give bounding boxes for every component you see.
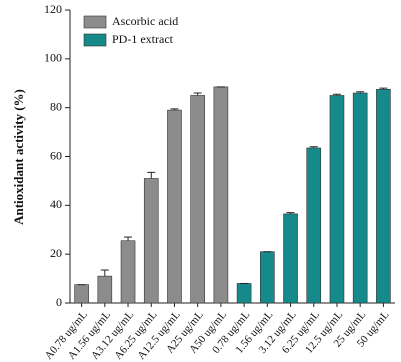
y-tick-label: 40	[50, 197, 62, 211]
error-bar	[309, 146, 318, 148]
y-tick-label: 80	[50, 99, 62, 113]
legend-label: Ascorbic acid	[112, 14, 178, 28]
error-bar	[356, 91, 365, 94]
bar	[306, 147, 322, 304]
bar	[329, 95, 345, 304]
error-bar	[124, 236, 133, 241]
error-bar	[147, 171, 156, 179]
error-bar	[286, 212, 295, 214]
bar	[376, 89, 391, 304]
y-tick-label: 0	[56, 295, 62, 309]
bar	[352, 92, 368, 304]
bar	[143, 178, 159, 304]
bar	[283, 213, 298, 304]
legend-label: PD-1 extract	[112, 32, 174, 46]
bar	[97, 275, 113, 304]
legend-swatch	[83, 15, 107, 29]
error-bar	[100, 269, 109, 277]
bar	[260, 251, 275, 304]
y-tick-label: 120	[44, 2, 62, 16]
bar	[213, 86, 229, 304]
error-bar	[193, 92, 202, 96]
bar	[190, 95, 205, 304]
y-tick-label: 60	[50, 148, 62, 162]
y-tick-label: 100	[44, 51, 62, 65]
legend-swatch	[83, 33, 107, 47]
error-bar	[332, 93, 341, 96]
bar	[236, 283, 252, 304]
bar	[74, 284, 89, 304]
bar	[120, 240, 136, 304]
error-bar	[170, 108, 179, 111]
error-bar	[379, 87, 388, 90]
bar	[167, 109, 182, 304]
y-axis-label: Antioxidant activity (%)	[11, 89, 26, 225]
y-tick-label: 20	[50, 246, 62, 260]
